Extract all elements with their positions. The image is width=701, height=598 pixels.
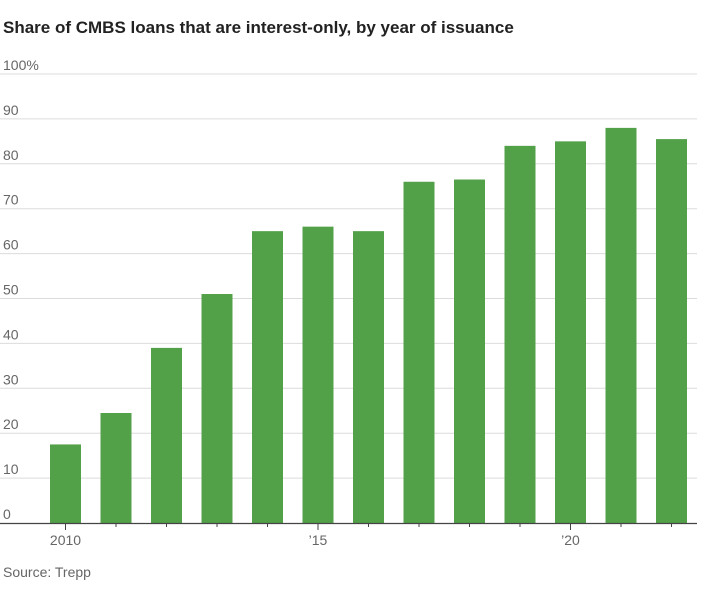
x-tick-label: ’20 [561, 532, 580, 548]
bar [555, 141, 586, 523]
bar [454, 179, 485, 523]
x-axis-ticks: 2010 ’15 ’20 [50, 523, 672, 548]
bar [50, 444, 81, 523]
y-tick-label: 90 [3, 102, 19, 118]
y-tick-label: 10 [3, 461, 19, 477]
bar [252, 231, 283, 523]
y-tick-label: 30 [3, 371, 19, 387]
source-note: Source: Trepp [3, 564, 91, 580]
y-tick-label: 100% [3, 57, 39, 73]
bar [100, 412, 132, 523]
x-tick-label: ’15 [309, 532, 328, 548]
bars [50, 127, 687, 524]
y-tick-label: 60 [3, 237, 19, 253]
bar [353, 231, 384, 523]
bar [656, 139, 687, 524]
y-tick-label: 20 [3, 416, 19, 432]
bar [302, 226, 334, 523]
y-tick-label: 80 [3, 147, 19, 163]
chart-title: Share of CMBS loans that are interest-on… [3, 18, 514, 37]
y-tick-label: 70 [3, 192, 19, 208]
bar [201, 294, 233, 523]
y-tick-label: 0 [3, 506, 11, 522]
bar [605, 127, 637, 523]
bar [403, 181, 435, 523]
bar [504, 145, 536, 523]
y-axis-tick-labels: 100% 90 80 70 60 50 40 30 20 10 0 [3, 57, 39, 522]
x-tick-label: 2010 [50, 532, 81, 548]
y-tick-label: 40 [3, 326, 19, 342]
y-tick-label: 50 [3, 282, 19, 298]
bar [151, 347, 182, 523]
